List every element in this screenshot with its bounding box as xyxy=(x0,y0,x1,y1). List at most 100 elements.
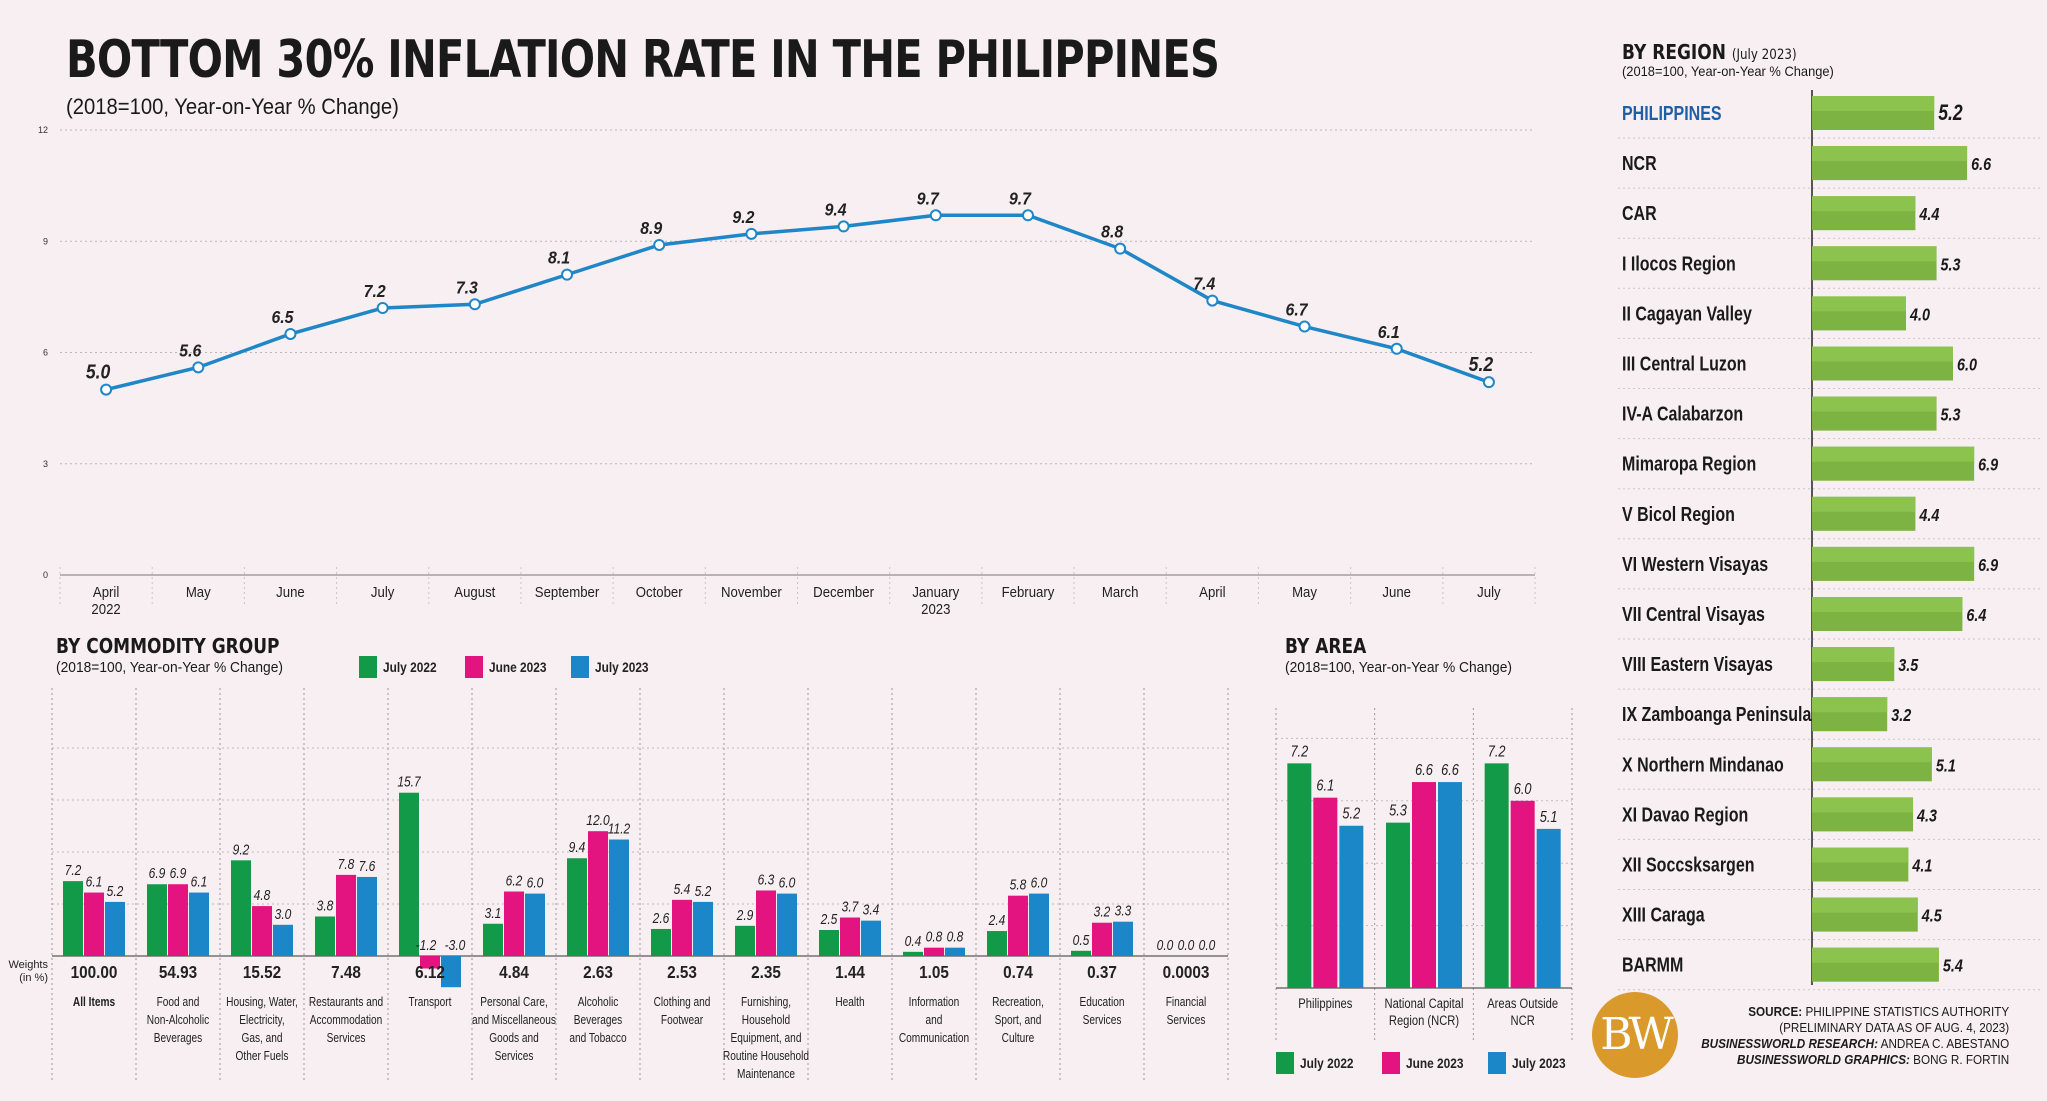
data-label: 0.8 xyxy=(947,928,964,945)
region-title: BY REGION (July 2023) xyxy=(1622,40,1797,64)
region-value: 5.4 xyxy=(1943,956,1963,976)
data-label: 3.1 xyxy=(485,905,502,922)
region-label: II Cagayan Valley xyxy=(1622,303,1752,325)
category-label: Beverages xyxy=(154,1031,203,1045)
region-bar-highlight xyxy=(1812,847,1909,863)
source-label: SOURCE: xyxy=(1748,1004,1803,1019)
category-label: Financial xyxy=(1166,995,1207,1009)
bar xyxy=(924,947,944,956)
category-label: Areas Outside xyxy=(1487,996,1558,1011)
category-label: Footwear xyxy=(661,1013,703,1027)
series-line xyxy=(105,213,1490,392)
data-label: 6.3 xyxy=(758,871,775,888)
area-legend-label: July 2023 xyxy=(1512,1055,1566,1071)
data-point xyxy=(1482,376,1495,389)
weight-value: 0.37 xyxy=(1087,962,1117,982)
weight-value: 100.00 xyxy=(71,962,118,982)
region-label: VI Western Visayas xyxy=(1622,553,1768,575)
category-label: Philippines xyxy=(1298,996,1352,1011)
x-tick-label: November xyxy=(721,583,782,600)
data-label: 4.8 xyxy=(254,887,271,904)
region-label: V Bicol Region xyxy=(1622,503,1735,525)
data-point xyxy=(837,220,850,233)
commodity-subtitle: (2018=100, Year-on-Year % Change) xyxy=(56,659,283,676)
graphics-label: BUSINESSWORLD GRAPHICS: xyxy=(1736,1052,1910,1067)
category-label: Sport, and xyxy=(995,1013,1042,1027)
region-label: I Ilocos Region xyxy=(1622,253,1736,275)
region-bar-highlight xyxy=(1812,797,1914,813)
category-label: NCR xyxy=(1511,1013,1535,1028)
research-label: BUSINESSWORLD RESEARCH: xyxy=(1701,1036,1878,1051)
x-tick-label: May xyxy=(186,583,212,600)
region-title-note: (July 2023) xyxy=(1731,47,1797,63)
bar xyxy=(861,920,881,956)
category-label: Accommodation xyxy=(310,1013,383,1027)
commodity-legend-label: July 2023 xyxy=(595,659,649,675)
area-legend-swatch xyxy=(1488,1052,1506,1074)
x-tick-label: May xyxy=(1292,583,1318,600)
weight-value: 2.53 xyxy=(667,962,697,982)
bar xyxy=(588,831,608,956)
data-label: 6.1 xyxy=(1378,322,1400,342)
data-point xyxy=(100,383,113,396)
region-value: 3.5 xyxy=(1898,656,1919,676)
region-bar-highlight xyxy=(1812,546,1975,562)
research-text: ANDREA C. ABESTANO xyxy=(1880,1036,2009,1051)
data-label: 9.2 xyxy=(732,207,755,227)
region-value: 4.4 xyxy=(1919,205,1940,225)
region-bar-highlight xyxy=(1812,146,1968,162)
data-label: 2.5 xyxy=(820,911,838,928)
line-chart: 0 3 6 9 12 5.0 5.6 6.5 7.2 7.3 8.1 8.9 9.2 9.4 9.7 9.7 8… xyxy=(38,125,1536,617)
data-label: 15.7 xyxy=(397,773,421,790)
bar xyxy=(903,951,923,956)
bar xyxy=(1339,825,1364,988)
bar xyxy=(441,956,461,988)
data-label: 8.1 xyxy=(548,248,570,268)
data-label: 6.5 xyxy=(271,307,294,327)
graphics-text: BONG R. FORTIN xyxy=(1913,1052,2009,1067)
bar xyxy=(1510,800,1535,988)
data-label: 3.3 xyxy=(1115,902,1132,919)
region-value: 5.1 xyxy=(1936,756,1956,776)
y-tick-label: 3 xyxy=(43,459,48,469)
x-tick-label: January xyxy=(912,583,960,600)
bar xyxy=(1287,763,1312,988)
data-point xyxy=(468,298,481,311)
region-label: III Central Luzon xyxy=(1622,353,1746,375)
bar xyxy=(525,893,545,956)
bar xyxy=(987,931,1007,956)
data-label: 6.6 xyxy=(1415,762,1434,780)
bar xyxy=(672,899,692,956)
x-tick-label: March xyxy=(1102,583,1139,600)
data-point xyxy=(1298,320,1311,333)
weight-value: 1.05 xyxy=(919,962,949,982)
data-label: 5.2 xyxy=(1342,806,1360,824)
category-label: Services xyxy=(327,1031,366,1045)
x-tick-label: June xyxy=(1382,583,1411,600)
commodity-legend-swatch xyxy=(359,656,377,678)
data-label: 3.4 xyxy=(863,901,880,918)
region-value: 6.0 xyxy=(1957,355,1977,375)
bar xyxy=(1484,763,1509,988)
bar xyxy=(273,924,293,956)
category-label: Region (NCR) xyxy=(1389,1013,1459,1028)
commodity-legend-label: June 2023 xyxy=(489,659,547,675)
category-label: Equipment, and xyxy=(731,1031,802,1045)
data-label: 7.6 xyxy=(359,858,376,875)
data-label: 8.8 xyxy=(1101,222,1124,242)
bar xyxy=(1313,797,1338,988)
category-label: Transport xyxy=(409,995,453,1009)
region-label: NCR xyxy=(1622,152,1657,174)
data-point xyxy=(745,227,758,240)
bar xyxy=(336,874,356,956)
data-label: 6.6 xyxy=(1441,762,1460,780)
data-label: 9.7 xyxy=(917,188,940,208)
commodity-legend-swatch xyxy=(465,656,483,678)
page-title: BOTTOM 30% INFLATION RATE IN THE PHILIPP… xyxy=(66,30,1220,90)
data-label: 6.1 xyxy=(191,873,208,890)
y-tick-label: 0 xyxy=(43,570,48,580)
region-label: VII Central Visayas xyxy=(1622,603,1765,625)
weight-value: 2.63 xyxy=(583,962,613,982)
bar xyxy=(819,930,839,956)
y-tick-label: 6 xyxy=(43,348,48,358)
